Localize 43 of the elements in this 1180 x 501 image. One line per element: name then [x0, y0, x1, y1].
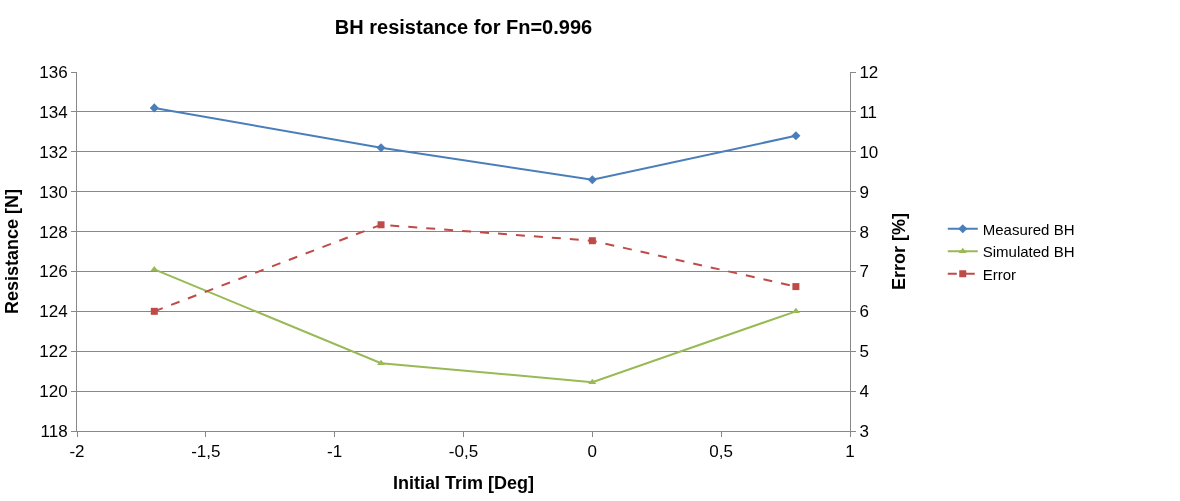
- x-axis-title: Initial Trim [Deg]: [392, 472, 535, 493]
- y2-axis-title: Error [%]: [889, 212, 910, 291]
- y2-tick-label: 5: [859, 342, 869, 362]
- y2-tick-label: 9: [859, 182, 869, 202]
- y2-tick-label: 3: [859, 421, 869, 441]
- x-tick-label: 1: [845, 442, 855, 462]
- chart-title: BH resistance for Fn=0.996: [334, 16, 593, 39]
- y2-tick-label: 6: [859, 302, 869, 322]
- point: [792, 283, 800, 291]
- x-tick-label: 0: [587, 442, 598, 462]
- x-tick-label: -0,5: [448, 442, 479, 462]
- y-tick-label: 122: [39, 342, 68, 362]
- y2-tick-label: 4: [859, 382, 869, 402]
- x-tick-label: -1,5: [191, 442, 221, 462]
- point: [150, 307, 158, 315]
- legend-label: Simulated BH: [982, 243, 1075, 261]
- y2-tick-label: 11: [859, 102, 878, 122]
- y-axis-title: Resistance [N]: [2, 188, 23, 315]
- point: [587, 175, 597, 185]
- y-tick-label: 130: [39, 182, 68, 202]
- y-tick-label: 134: [39, 102, 68, 122]
- legend-label: Error: [982, 265, 1017, 283]
- y2-tick-label: 10: [859, 142, 879, 162]
- point: [149, 103, 159, 113]
- x-tick-label: -2: [69, 442, 85, 462]
- y2-tick-label: 12: [859, 62, 879, 82]
- y-tick-label: 124: [39, 302, 68, 322]
- point: [791, 131, 801, 141]
- y2-tick-label: 8: [859, 222, 869, 242]
- y-tick-label: 118: [40, 421, 68, 441]
- legend-label: Measured BH: [982, 220, 1075, 238]
- x-tick-label: 0,5: [709, 442, 733, 462]
- y-tick-label: 132: [39, 142, 68, 162]
- x-tick-label: -1: [327, 442, 343, 462]
- point: [376, 143, 386, 153]
- y-tick-label: 128: [39, 222, 68, 242]
- point: [377, 221, 385, 229]
- y-tick-label: 120: [39, 382, 68, 402]
- y2-tick-label: 7: [859, 262, 869, 282]
- point: [150, 265, 159, 272]
- y-tick-label: 126: [39, 262, 68, 282]
- y-tick-label: 136: [39, 62, 68, 82]
- point: [588, 237, 596, 245]
